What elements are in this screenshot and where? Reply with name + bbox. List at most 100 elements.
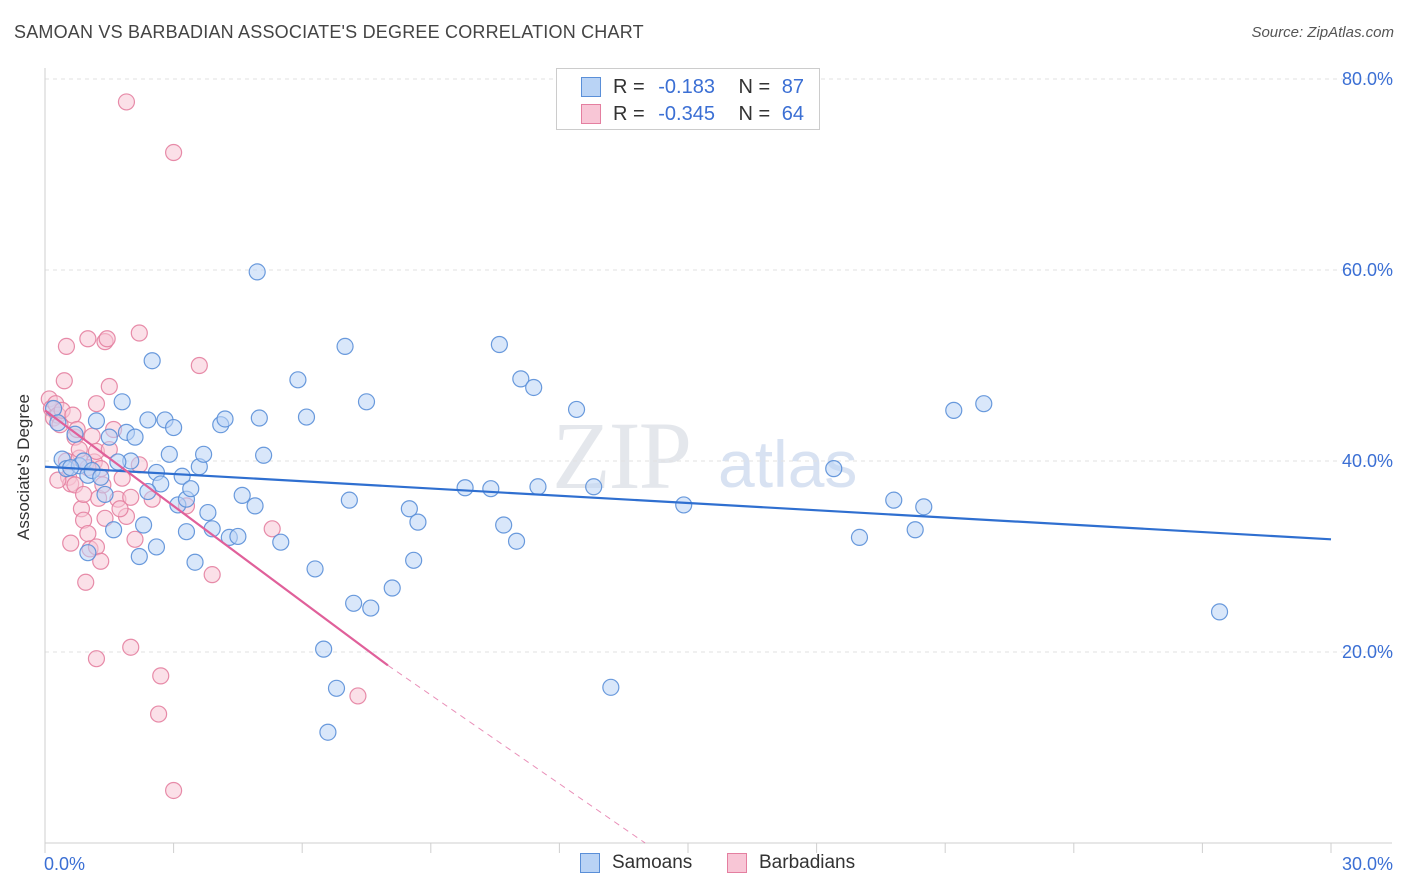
samoan-point [1210, 603, 1229, 621]
samoan-point [229, 527, 247, 546]
samoan-point [906, 521, 924, 539]
barbadian-point [100, 377, 118, 396]
y-axis-label: Associate's Degree [14, 394, 33, 540]
barbadian-point [152, 667, 170, 685]
samoan-point [400, 500, 418, 518]
samoan-point [248, 263, 266, 281]
barbadian-trend-line [44, 409, 389, 667]
barbadian-legend-swatch [727, 853, 747, 873]
samoan-point [173, 467, 191, 485]
samoan-point [529, 478, 547, 496]
samoan-point [79, 544, 97, 562]
samoan-point [186, 553, 204, 571]
samoan-point [327, 679, 346, 697]
samoan-point [362, 599, 380, 617]
barbadian-point [64, 406, 82, 424]
barbadian-point [203, 566, 221, 584]
samoan-point [345, 594, 363, 612]
r-value: -0.183 [658, 76, 715, 98]
n-value: 87 [781, 76, 805, 98]
r-value: -0.345 [658, 103, 715, 125]
samoan-point [147, 538, 166, 556]
barbadian-point [149, 705, 168, 723]
samoan-point [825, 460, 843, 478]
samoan-point [357, 393, 376, 411]
samoan-point [567, 400, 586, 419]
samoan-point [507, 532, 526, 550]
correlation-legend: R = -0.183 N = 87 R = -0.345 N = 64 [556, 68, 820, 130]
barbadian-point [111, 500, 129, 518]
samoan-swatch [581, 77, 601, 97]
barbadian-trend-extension [387, 664, 646, 844]
samoan-point [199, 503, 217, 522]
barbadian-point [87, 395, 106, 413]
samoan-point [297, 408, 316, 426]
samoan-point [250, 409, 268, 427]
samoan-point [495, 516, 513, 534]
barbadian-point [62, 534, 80, 552]
samoan-point [100, 428, 118, 446]
samoan-point [92, 468, 110, 486]
samoan-point [49, 414, 67, 432]
samoan-point [336, 337, 354, 355]
samoan-point [139, 411, 157, 429]
barbadian-point [122, 638, 140, 656]
r-label: R = [613, 76, 645, 98]
samoan-point [44, 399, 63, 418]
barbadian-point [87, 650, 106, 668]
samoan-point [975, 395, 993, 413]
y-tick-label: 20.0% [1342, 642, 1393, 662]
samoan-point [134, 516, 153, 534]
samoan-point [113, 393, 131, 411]
samoan-point [216, 410, 234, 428]
barbadian-point [79, 330, 97, 348]
watermark-zip: ZIP [552, 402, 692, 509]
barbadian-point [126, 530, 144, 548]
barbadian-point [349, 687, 367, 705]
samoan-point [182, 480, 200, 498]
samoan-point [104, 521, 123, 539]
n-value: 64 [781, 103, 805, 125]
samoan-point [96, 485, 114, 504]
samoan-point [602, 678, 620, 696]
barbadian-point [130, 324, 148, 342]
samoan-point [340, 491, 358, 509]
samoan-point [409, 513, 427, 531]
n-label: N = [738, 103, 771, 125]
barbadian-point [263, 520, 281, 538]
samoan-point [195, 445, 213, 463]
r-label: R = [613, 103, 645, 125]
samoan-point [315, 640, 333, 658]
n-label: N = [738, 76, 771, 98]
samoan-point [126, 428, 144, 446]
samoan-point [525, 378, 543, 397]
samoan-point [152, 475, 170, 493]
samoan-legend-swatch [580, 853, 600, 873]
samoan-point [165, 418, 183, 437]
samoan-point [289, 371, 307, 389]
samoan-point [456, 479, 474, 497]
samoan-point [915, 498, 933, 516]
samoan-point [255, 446, 273, 464]
barbadian-swatch [581, 104, 601, 124]
samoan-point [306, 560, 324, 578]
x-tick-label: 0.0% [44, 854, 85, 874]
samoan-point [272, 533, 290, 551]
samoan-point [87, 412, 106, 430]
barbadian-point [49, 471, 67, 489]
samoan-point [160, 445, 178, 463]
samoan-point [945, 401, 963, 419]
barbadian-point [165, 143, 183, 162]
barbadian-point [92, 552, 110, 570]
samoan-point [585, 478, 603, 496]
samoan-point [850, 528, 869, 547]
samoan-point [885, 491, 903, 509]
barbadian-point [98, 330, 116, 348]
samoan-point [675, 496, 693, 514]
y-tick-label: 40.0% [1342, 451, 1393, 471]
legend-label-samoans: Samoans [612, 852, 693, 873]
y-tick-label: 80.0% [1342, 69, 1393, 89]
samoan-point [143, 352, 161, 370]
y-tick-label: 60.0% [1342, 260, 1393, 280]
barbadian-point [165, 781, 183, 800]
